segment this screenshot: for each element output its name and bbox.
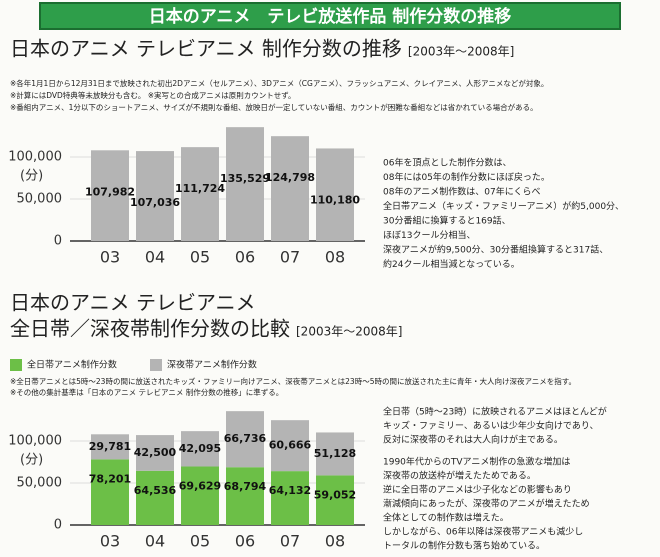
value-label: 107,982 — [85, 185, 135, 198]
description: 1990年代からのTVアニメ制作の急激な増加は — [383, 456, 570, 468]
bar-segment — [181, 466, 219, 525]
y-tick-label: 0 — [54, 234, 62, 249]
bar-segment — [91, 434, 129, 460]
description: 06年を頂点とした制作分数は、 — [383, 157, 511, 169]
bar — [226, 127, 264, 241]
x-tick-label: 07 — [280, 248, 300, 267]
y-tick-label: 100,000 — [8, 150, 62, 165]
value-label: 107,036 — [130, 196, 180, 209]
value-label: 111,724 — [175, 182, 225, 195]
x-tick-label: 08 — [325, 532, 345, 551]
bar — [316, 148, 354, 241]
x-tick-label: 05 — [190, 248, 210, 267]
value-label: 42,500 — [134, 446, 177, 459]
description: 漸減傾向にあったが、深夜帯のアニメが増えたため — [383, 498, 590, 510]
y-axis-label: (分) — [20, 169, 43, 184]
x-tick-label: 03 — [100, 532, 120, 551]
x-tick-label: 08 — [325, 248, 345, 267]
value-label: 60,666 — [269, 439, 312, 452]
x-tick-label: 04 — [145, 248, 165, 267]
x-tick-label: 03 — [100, 248, 120, 267]
description: 08年のアニメ制作数は、07年にくらべ — [383, 186, 541, 198]
chart-subtitle: [2003年～2008年] — [296, 325, 402, 339]
value-label: 124,798 — [265, 171, 315, 184]
value-label: 66,736 — [224, 432, 267, 445]
bar-segment — [316, 475, 354, 525]
value-label: 64,132 — [269, 484, 311, 497]
chart-subtitle: [2003年～2008年] — [408, 45, 514, 59]
value-label: 135,529 — [220, 172, 270, 185]
note: ※全日帯アニメとは5時～23時の間に放送されたキッズ・ファミリー向けアニメ、深夜… — [10, 376, 576, 386]
bar-segment — [136, 470, 174, 525]
x-tick-label: 06 — [235, 248, 255, 267]
y-tick-label: 50,000 — [17, 192, 63, 207]
x-tick-label: 05 — [190, 532, 210, 551]
description: 全日帯アニメ（キッズ・ファミリーアニメ）が約5,000分、 — [383, 200, 624, 212]
description: 約24クール相当減となっている。 — [383, 258, 520, 270]
value-label: 69,629 — [179, 480, 221, 493]
bar-segment — [136, 435, 174, 471]
description: キッズ・ファミリー、あるいは少年少女向けであり、 — [383, 420, 598, 432]
bar — [271, 136, 309, 241]
description: 30分番組に換算すると169話、 — [383, 215, 511, 227]
note: ※番組内アニメ、1分以下のショートアニメ、サイズが不規則な番組、放映日が一定して… — [10, 102, 538, 112]
bar-segment — [271, 471, 309, 525]
banner-title: 日本のアニメ テレビ放送作品 制作分数の推移 — [149, 6, 512, 27]
y-tick-label: 100,000 — [8, 434, 62, 449]
value-label: 51,128 — [314, 447, 356, 460]
bar-segment — [226, 467, 264, 525]
description: 深夜アニメが約9,500分、30分番組換算すると317話、 — [383, 244, 608, 256]
description: 反対に深夜帯のそれは大人向けが主である。 — [383, 434, 563, 446]
value-label: 78,201 — [89, 472, 131, 485]
note: ※各年1月1日から12月31日まで放映された初出2Dアニメ（セルアニメ）、3Dア… — [10, 78, 548, 88]
chart-title: 日本のアニメ テレビアニメ — [10, 291, 256, 315]
legend-swatch — [10, 359, 22, 371]
note: ※計算にはDVD特典等未放映分も含む。 ※実写との合成アニメは原則カウントせず。 — [10, 90, 296, 100]
description: 全体としての制作数は増えた。 — [383, 512, 509, 524]
bar-segment — [91, 459, 129, 525]
x-tick-label: 04 — [145, 532, 165, 551]
x-tick-label: 07 — [280, 532, 300, 551]
bar — [136, 151, 174, 241]
y-axis-label: (分) — [20, 453, 43, 468]
bar-segment — [271, 420, 309, 472]
y-tick-label: 0 — [54, 518, 62, 533]
value-label: 110,180 — [310, 193, 360, 206]
legend-swatch — [150, 359, 162, 371]
description: ほぼ13クール分相当、 — [383, 229, 475, 241]
description: 逆に全日帯のアニメは少子化などの影響もあり — [383, 484, 572, 496]
bar-segment — [226, 411, 264, 468]
bar — [181, 147, 219, 241]
chart-title: 日本のアニメ テレビアニメ 制作分数の推移 — [10, 37, 402, 61]
value-label: 29,781 — [89, 440, 131, 453]
y-tick-label: 50,000 — [17, 476, 63, 491]
value-label: 68,794 — [224, 480, 267, 493]
value-label: 59,052 — [314, 488, 356, 501]
x-tick-label: 06 — [235, 532, 255, 551]
description: 深夜帯の放送枠が増えたためである。 — [383, 470, 536, 482]
bar-segment — [181, 431, 219, 467]
bar-segment — [316, 432, 354, 476]
note: ※その他の集計基準は「日本のアニメ テレビアニメ 制作分数の推移」に準ずる。 — [10, 387, 283, 397]
legend-label: 全日帯アニメ制作分数 — [27, 359, 117, 371]
description: しかしながら、06年以降は深夜帯アニメも減少し — [383, 526, 583, 538]
value-label: 64,536 — [134, 484, 177, 497]
description: トータルの制作分数も落ち始めている。 — [383, 540, 545, 552]
chart-title: 全日帯／深夜帯制作分数の比較 — [10, 317, 290, 341]
description: 08年には05年の制作分数にほぼ戻った。 — [383, 171, 550, 183]
bar — [91, 150, 129, 241]
description: 全日帯（5時～23時）に放映されるアニメはほとんどが — [383, 406, 607, 418]
legend-label: 深夜帯アニメ制作分数 — [167, 359, 257, 371]
banner — [39, 2, 621, 30]
value-label: 42,095 — [179, 442, 221, 455]
